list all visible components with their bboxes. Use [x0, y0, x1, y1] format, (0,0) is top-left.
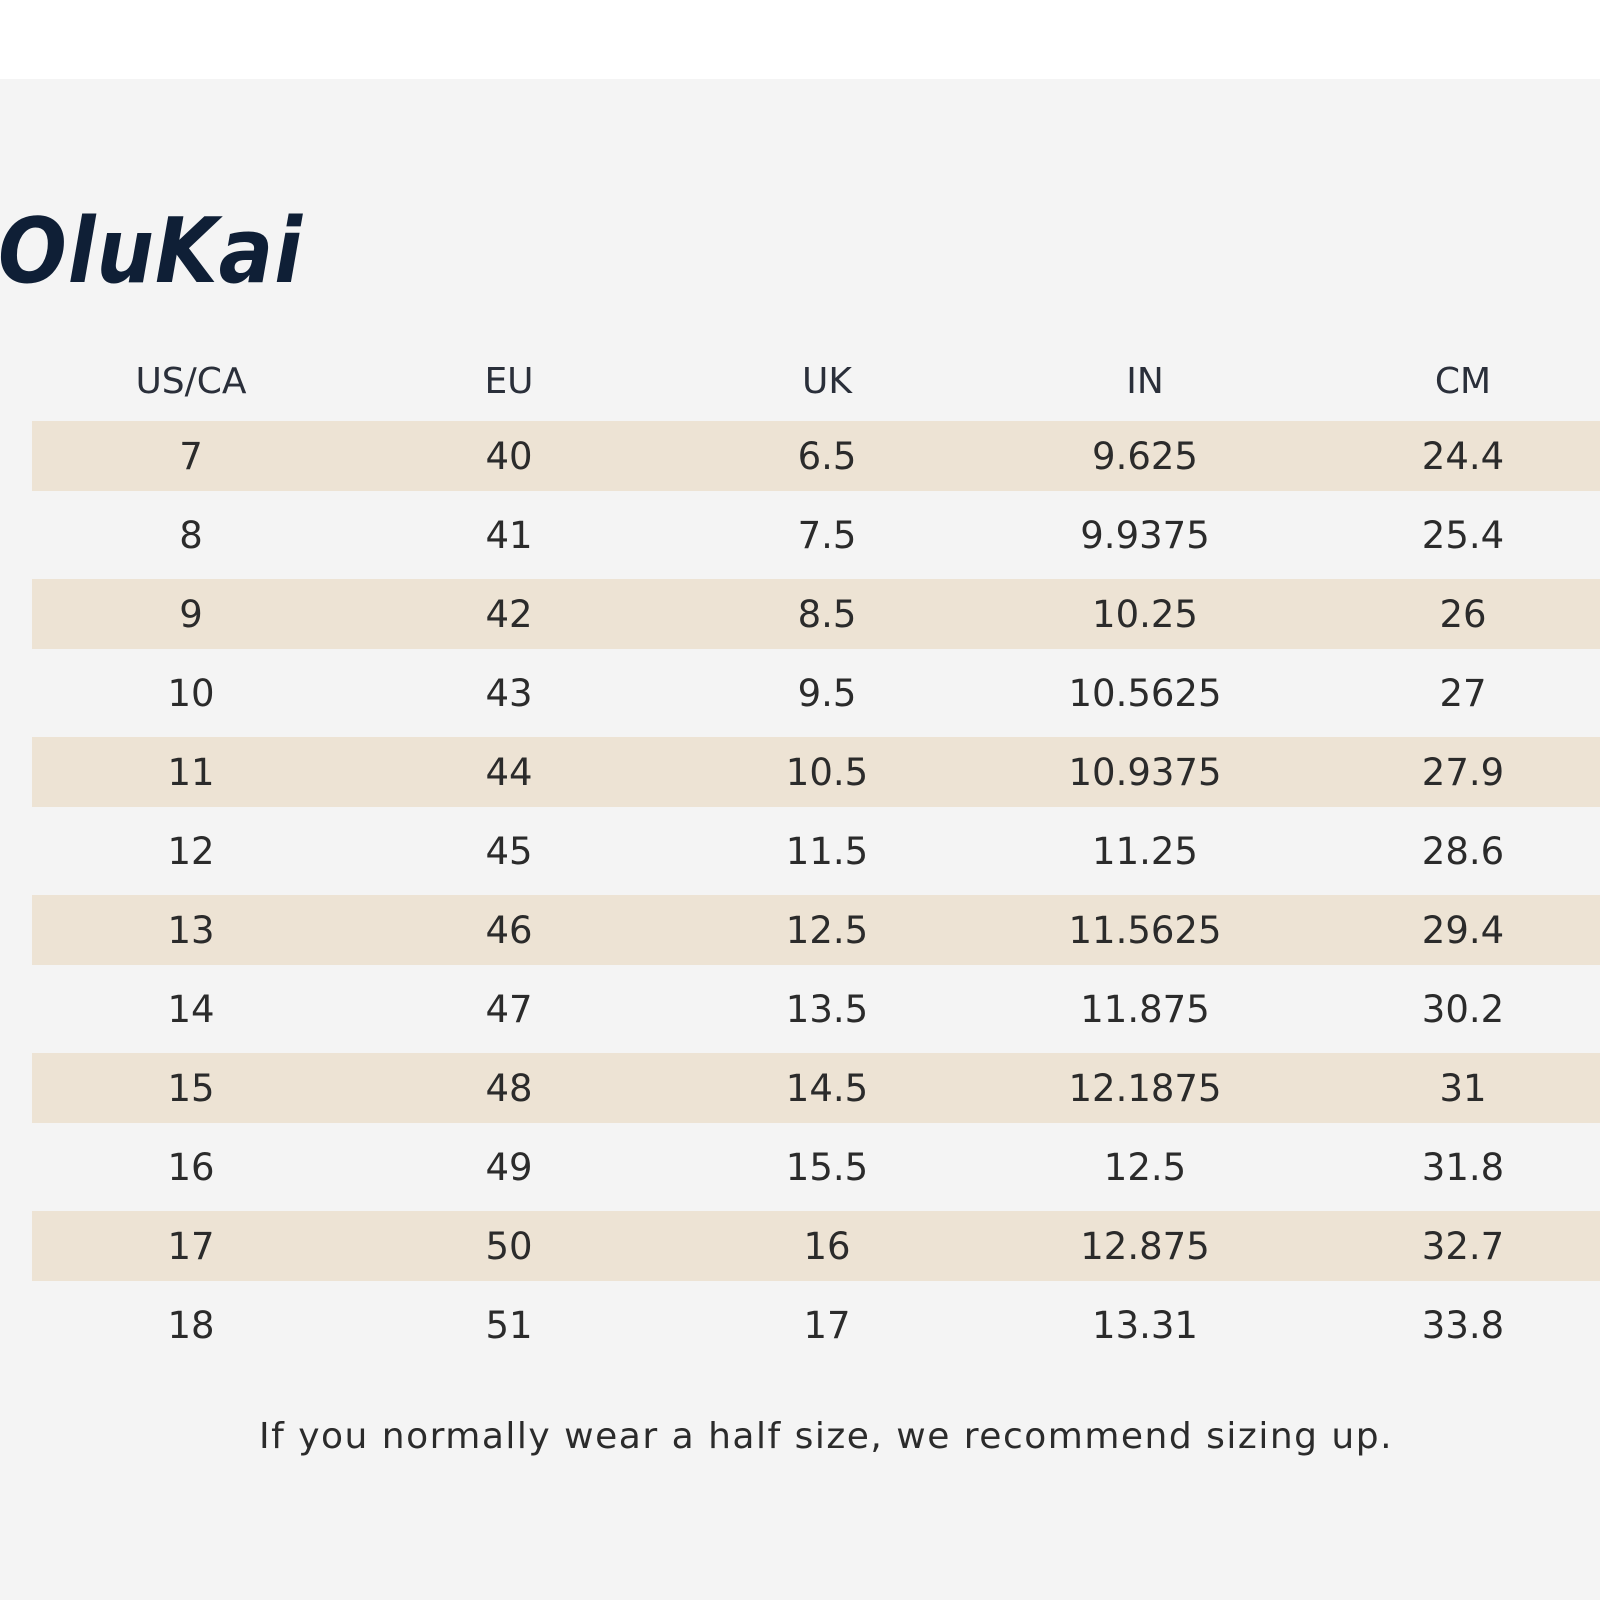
header-cm: CM — [1434, 361, 1492, 402]
table-row: 8 41 7.5 9.9375 25.4 — [32, 491, 1600, 579]
cell-in: 10.25 — [1092, 592, 1198, 636]
cell-in: 13.31 — [1092, 1303, 1198, 1347]
cell-eu: 51 — [485, 1303, 533, 1347]
cell-uk: 10.5 — [785, 750, 869, 794]
cell-cm: 26 — [1439, 592, 1487, 636]
cell-uk: 9.5 — [797, 671, 857, 715]
cell-us-ca: 17 — [167, 1224, 215, 1268]
table-row: 10 43 9.5 10.5625 27 — [32, 649, 1600, 737]
cell-eu: 42 — [485, 592, 533, 636]
cell-eu: 49 — [485, 1145, 533, 1189]
cell-eu: 46 — [485, 908, 533, 952]
cell-uk: 6.5 — [797, 434, 857, 478]
cell-eu: 47 — [485, 987, 533, 1031]
cell-cm: 24.4 — [1421, 434, 1505, 478]
cell-uk: 8.5 — [797, 592, 857, 636]
olukai-logo: OluKai — [0, 199, 303, 304]
cell-cm: 31.8 — [1421, 1145, 1505, 1189]
cell-cm: 29.4 — [1421, 908, 1505, 952]
cell-in: 11.5625 — [1068, 908, 1222, 952]
cell-us-ca: 16 — [167, 1145, 215, 1189]
cell-us-ca: 7 — [179, 434, 203, 478]
cell-eu: 44 — [485, 750, 533, 794]
cell-us-ca: 13 — [167, 908, 215, 952]
cell-in: 12.1875 — [1068, 1066, 1222, 1110]
size-chart-panel: OluKai US/CA EU UK IN CM 7 40 6.5 9.625 … — [0, 79, 1600, 1600]
cell-in: 11.25 — [1092, 829, 1198, 873]
table-row: 18 51 17 13.31 33.8 — [32, 1281, 1600, 1369]
cell-cm: 32.7 — [1421, 1224, 1505, 1268]
cell-cm: 28.6 — [1421, 829, 1505, 873]
cell-eu: 50 — [485, 1224, 533, 1268]
table-row: 11 44 10.5 10.9375 27.9 — [32, 737, 1600, 807]
cell-cm: 30.2 — [1421, 987, 1505, 1031]
cell-uk: 11.5 — [785, 829, 869, 873]
cell-uk: 16 — [803, 1224, 851, 1268]
cell-us-ca: 9 — [179, 592, 203, 636]
cell-uk: 15.5 — [785, 1145, 869, 1189]
table-row: 15 48 14.5 12.1875 31 — [32, 1053, 1600, 1123]
cell-in: 10.5625 — [1068, 671, 1222, 715]
cell-us-ca: 18 — [167, 1303, 215, 1347]
cell-in: 10.9375 — [1068, 750, 1222, 794]
cell-uk: 13.5 — [785, 987, 869, 1031]
header-eu: EU — [484, 361, 534, 402]
table-row: 13 46 12.5 11.5625 29.4 — [32, 895, 1600, 965]
cell-uk: 17 — [803, 1303, 851, 1347]
cell-us-ca: 8 — [179, 513, 203, 557]
cell-cm: 25.4 — [1421, 513, 1505, 557]
cell-us-ca: 11 — [167, 750, 215, 794]
cell-uk: 12.5 — [785, 908, 869, 952]
sizing-footnote: If you normally wear a half size, we rec… — [258, 1416, 1394, 1457]
cell-eu: 48 — [485, 1066, 533, 1110]
cell-us-ca: 10 — [167, 671, 215, 715]
cell-us-ca: 12 — [167, 829, 215, 873]
cell-eu: 40 — [485, 434, 533, 478]
cell-in: 11.875 — [1080, 987, 1210, 1031]
cell-in: 12.875 — [1080, 1224, 1210, 1268]
table-header-row: US/CA EU UK IN CM — [32, 344, 1600, 419]
table-row: 9 42 8.5 10.25 26 — [32, 579, 1600, 649]
cell-cm: 33.8 — [1421, 1303, 1505, 1347]
cell-us-ca: 14 — [167, 987, 215, 1031]
table-row: 17 50 16 12.875 32.7 — [32, 1211, 1600, 1281]
cell-cm: 31 — [1439, 1066, 1487, 1110]
table-row: 7 40 6.5 9.625 24.4 — [32, 421, 1600, 491]
cell-eu: 45 — [485, 829, 533, 873]
header-uk: UK — [802, 361, 852, 402]
cell-cm: 27.9 — [1421, 750, 1505, 794]
cell-us-ca: 15 — [167, 1066, 215, 1110]
cell-uk: 7.5 — [797, 513, 857, 557]
size-table: US/CA EU UK IN CM 7 40 6.5 9.625 24.4 8 … — [32, 344, 1600, 1369]
cell-eu: 41 — [485, 513, 533, 557]
cell-in: 12.5 — [1103, 1145, 1187, 1189]
table-row: 16 49 15.5 12.5 31.8 — [32, 1123, 1600, 1211]
table-row: 14 47 13.5 11.875 30.2 — [32, 965, 1600, 1053]
cell-uk: 14.5 — [785, 1066, 869, 1110]
cell-cm: 27 — [1439, 671, 1487, 715]
cell-in: 9.625 — [1092, 434, 1198, 478]
header-us-ca: US/CA — [135, 361, 247, 402]
cell-in: 9.9375 — [1080, 513, 1210, 557]
cell-eu: 43 — [485, 671, 533, 715]
table-row: 12 45 11.5 11.25 28.6 — [32, 807, 1600, 895]
header-in: IN — [1126, 361, 1164, 402]
